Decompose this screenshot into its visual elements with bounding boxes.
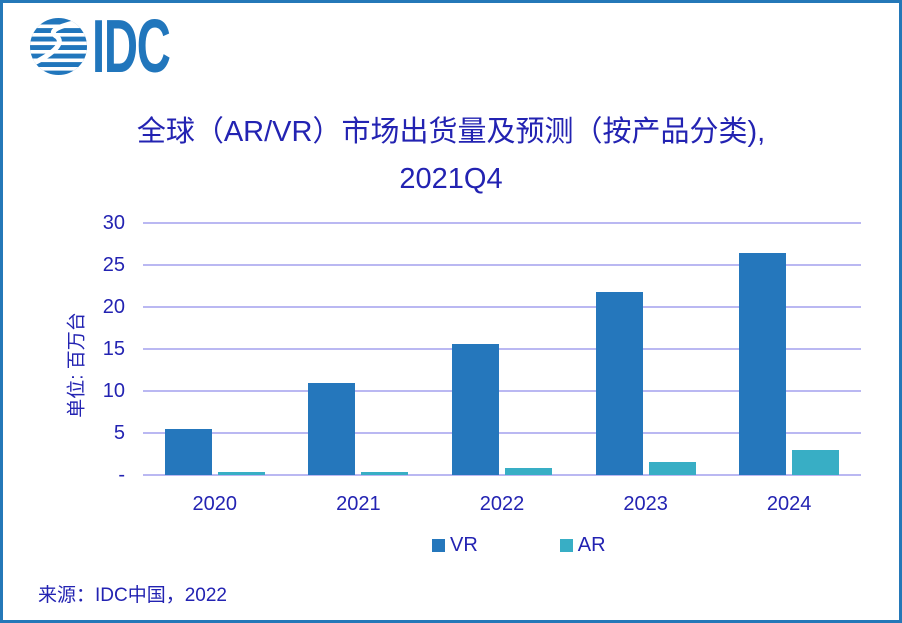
x-tick-label-2020: 2020 (192, 493, 238, 515)
bar-vr-2021 (308, 383, 356, 475)
x-axis-labels: 2020 2021 2022 2023 2024 (143, 493, 861, 516)
x-tick-label-2023: 2023 (623, 493, 668, 515)
gridline-10 (143, 390, 861, 392)
idc-logo: IDC (30, 4, 215, 88)
y-tick-label-20: 20 (102, 296, 125, 318)
bar-vr-2024 (739, 253, 787, 475)
bar-vr-2020 (164, 428, 212, 475)
bar-group-2022 (430, 223, 574, 475)
y-tick-label-0: - (118, 464, 125, 486)
legend-swatch-vr (432, 539, 445, 552)
bar-ar-2024 (792, 449, 840, 475)
legend-label-vr: VR (450, 534, 478, 556)
bar-ar-2020 (217, 472, 265, 475)
y-tick-label-15: 15 (102, 338, 125, 360)
bar-ar-2022 (504, 468, 552, 475)
bar-vr-2022 (451, 343, 499, 475)
y-axis-ticks: 30 25 20 15 10 5 - (83, 212, 125, 486)
bar-ar-2023 (648, 462, 696, 475)
globe-icon (30, 18, 87, 75)
y-tick-label-10: 10 (102, 380, 125, 402)
y-tick-label-25: 25 (102, 254, 125, 276)
chart-title-line1: 全球（AR/VR）市场出货量及预测（按产品分类), (136, 116, 766, 148)
x-tick-label-2024: 2024 (766, 493, 812, 515)
bar-vr-2023 (595, 291, 643, 475)
plot-area (143, 222, 861, 476)
chart-legend: VR AR (432, 534, 606, 557)
gridline-5 (143, 432, 861, 434)
gridline-0 (143, 474, 861, 476)
gridline-25 (143, 264, 861, 266)
gridline-30 (143, 222, 861, 224)
legend-label-ar: AR (577, 534, 606, 556)
bar-group-2020 (143, 223, 287, 475)
gridline-20 (143, 306, 861, 308)
bar-group-2023 (574, 223, 718, 475)
legend-item-ar: AR (559, 534, 606, 557)
legend-swatch-ar (559, 539, 573, 552)
bar-group-2021 (287, 223, 431, 475)
y-tick-label-30: 30 (102, 212, 125, 234)
y-tick-label-5: 5 (113, 422, 125, 444)
bars-layer (143, 223, 861, 475)
source-note: 来源：IDC中国，2022 (38, 585, 227, 606)
x-tick-label-2021: 2021 (336, 493, 381, 515)
chart-title-line2: 2021Q4 (399, 163, 503, 195)
chart-title: 全球（AR/VR）市场出货量及预测（按产品分类), 2021Q4 (3, 109, 899, 203)
bar-group-2024 (717, 223, 861, 475)
bar-ar-2021 (361, 472, 409, 475)
legend-item-vr: VR (432, 534, 478, 557)
idc-logo-text: IDC (92, 4, 171, 88)
gridline-15 (143, 348, 861, 350)
x-tick-label-2022: 2022 (479, 493, 525, 515)
